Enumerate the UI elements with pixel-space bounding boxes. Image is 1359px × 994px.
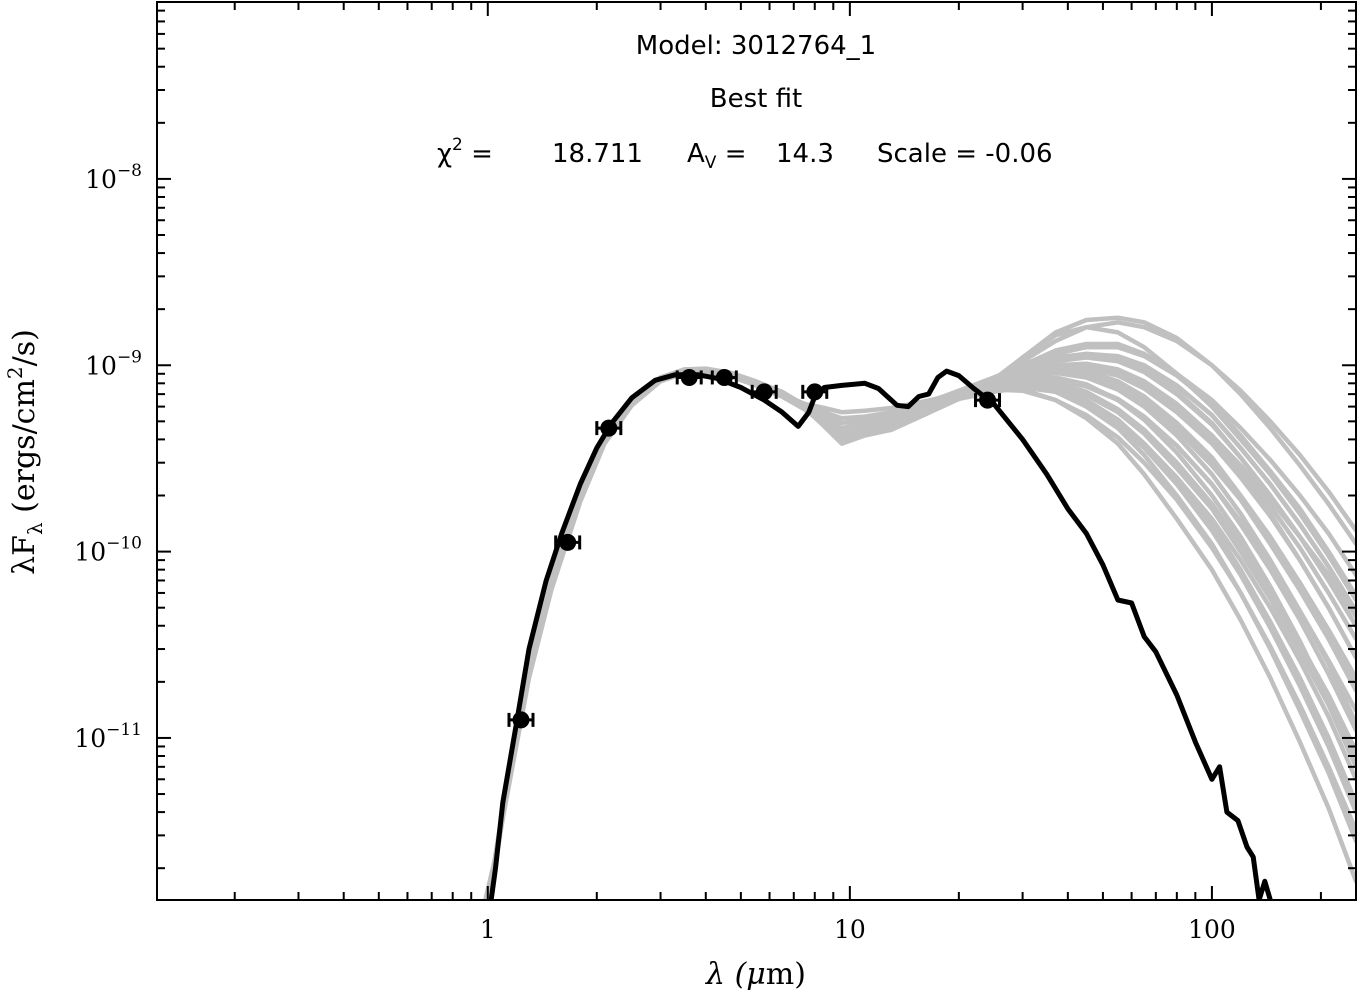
data-point [675, 368, 703, 386]
data-marker [755, 383, 773, 401]
y-axis-label: λFλ (ergs/cm2/s) [3, 329, 47, 575]
x-tick-label: 1 [480, 915, 496, 944]
av-value: 14.3 [776, 139, 834, 169]
y-tick-label: 10−11 [74, 720, 142, 753]
y-tick-label: 10−10 [74, 534, 142, 567]
data-marker [979, 391, 997, 409]
chi2-exponent: 2 [452, 135, 463, 155]
x-tick-label: 10 [834, 915, 866, 944]
chi2-equals: = [463, 139, 493, 169]
chi2-label: χ2 = [437, 135, 493, 169]
data-point [801, 383, 829, 401]
x-axis-label: λ (μm) [705, 957, 806, 992]
scale-annotation: Scale = -0.06 [877, 139, 1053, 169]
chi2-value: 18.711 [552, 139, 643, 169]
av-symbol: A [687, 139, 705, 169]
data-point [554, 533, 582, 551]
data-marker [680, 368, 698, 386]
y-tick-label: 10−9 [85, 347, 142, 380]
data-marker [600, 419, 618, 437]
data-marker [559, 533, 577, 551]
av-subscript: V [705, 153, 717, 173]
data-point [507, 711, 535, 729]
data-point [750, 383, 778, 401]
data-point [710, 368, 738, 386]
x-tick-label: 100 [1188, 915, 1236, 944]
av-equals: = [716, 139, 746, 169]
plot-frame [156, 1, 1357, 901]
axis-ticks [157, 2, 1356, 900]
axis-tick-labels: 1 10 100 10−8 10−9 10−10 10−11 [74, 161, 1235, 944]
data-marker [806, 383, 824, 401]
data-marker [715, 368, 733, 386]
chi2-symbol: χ [437, 139, 452, 169]
data-marker [512, 711, 530, 729]
fit-annotation: Best fit [710, 84, 802, 114]
photometry-points [507, 368, 1002, 729]
model-annotation: Model: 3012764_1 [636, 31, 876, 61]
av-label: AV = [687, 139, 747, 173]
y-tick-label: 10−8 [85, 161, 142, 194]
data-point [974, 391, 1002, 409]
data-point [595, 419, 623, 437]
